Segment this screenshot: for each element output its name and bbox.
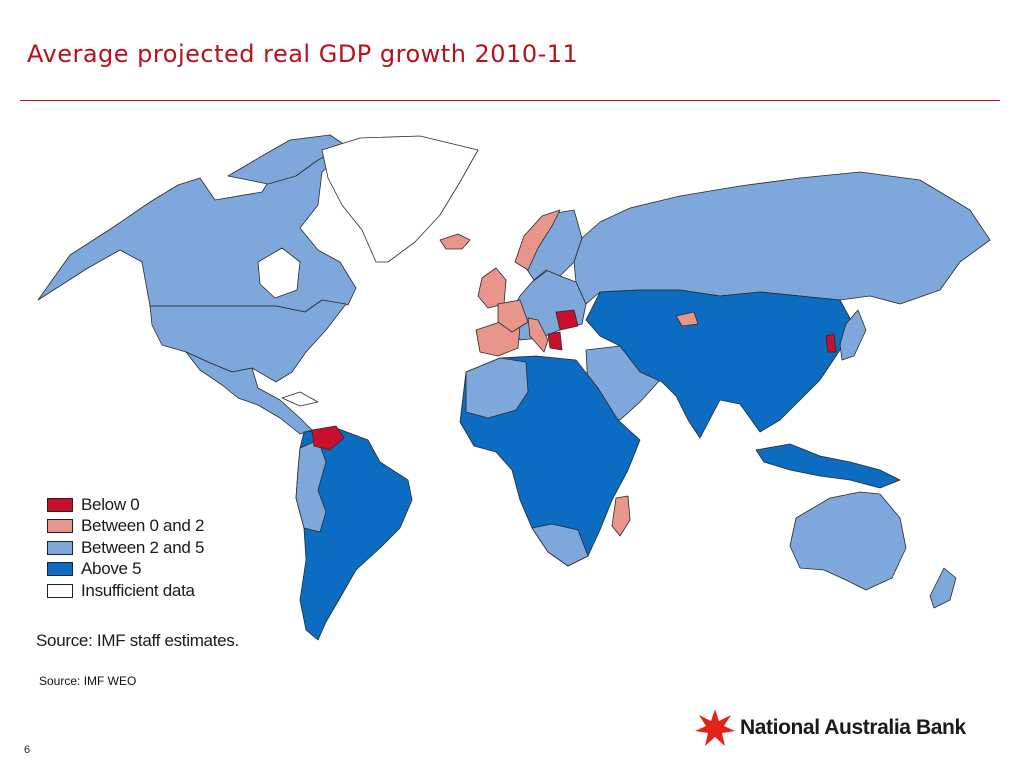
region-norway [514, 209, 561, 271]
hudson-bay [257, 247, 301, 299]
region-greece [547, 331, 563, 351]
region-france [497, 299, 529, 333]
legend-label: Above 5 [81, 559, 142, 579]
region-korea [825, 333, 837, 353]
map-legend: Below 0 Between 0 and 2 Between 2 and 5 … [47, 494, 204, 602]
region-canada [37, 142, 357, 313]
region-southern-africa [531, 523, 589, 567]
brand-name: National Australia Bank [740, 716, 966, 739]
slide-source: Source: IMF WEO [39, 674, 137, 688]
page-number: 6 [24, 744, 31, 756]
region-new-zealand [929, 567, 957, 609]
world-map [37, 134, 991, 641]
region-venezuela [311, 425, 345, 451]
star-icon [695, 709, 735, 746]
legend-label: Between 0 and 2 [81, 516, 205, 536]
region-romania [555, 309, 579, 331]
legend-item-between-0-2: Between 0 and 2 [47, 516, 204, 538]
legend-swatch [47, 519, 73, 534]
region-indonesia [755, 443, 901, 489]
region-caribbean [281, 391, 319, 407]
region-japan [839, 309, 867, 361]
region-usa [149, 299, 347, 383]
legend-item-between-2-5: Between 2 and 5 [47, 537, 204, 559]
region-greenland [321, 135, 479, 263]
legend-label: Insufficient data [81, 580, 195, 600]
region-asia-growth [585, 289, 853, 439]
title-rule [20, 100, 1000, 101]
region-colombia-andes [295, 439, 327, 533]
region-iceland [439, 233, 471, 250]
legend-label: Between 2 and 5 [81, 537, 205, 557]
region-russia [573, 171, 991, 305]
legend-label: Below 0 [81, 494, 140, 514]
map-source-note: Source: IMF staff estimates. [36, 631, 239, 650]
legend-swatch [47, 562, 73, 577]
legend-swatch [47, 583, 73, 598]
legend-swatch [47, 540, 73, 555]
legend-item-below-0: Below 0 [47, 494, 204, 516]
legend-item-above-5: Above 5 [47, 559, 204, 581]
region-uk-ireland [477, 267, 507, 309]
slide-title: Average projected real GDP growth 2010-1… [27, 40, 579, 68]
region-kyrgyzstan [675, 311, 699, 327]
legend-swatch [47, 497, 73, 512]
region-north-africa [465, 357, 529, 419]
region-australia [789, 491, 907, 591]
region-madagascar [611, 495, 631, 537]
brand-logo: National Australia Bank [694, 707, 966, 749]
region-italy [527, 317, 549, 353]
legend-item-insufficient-data: Insufficient data [47, 580, 204, 602]
